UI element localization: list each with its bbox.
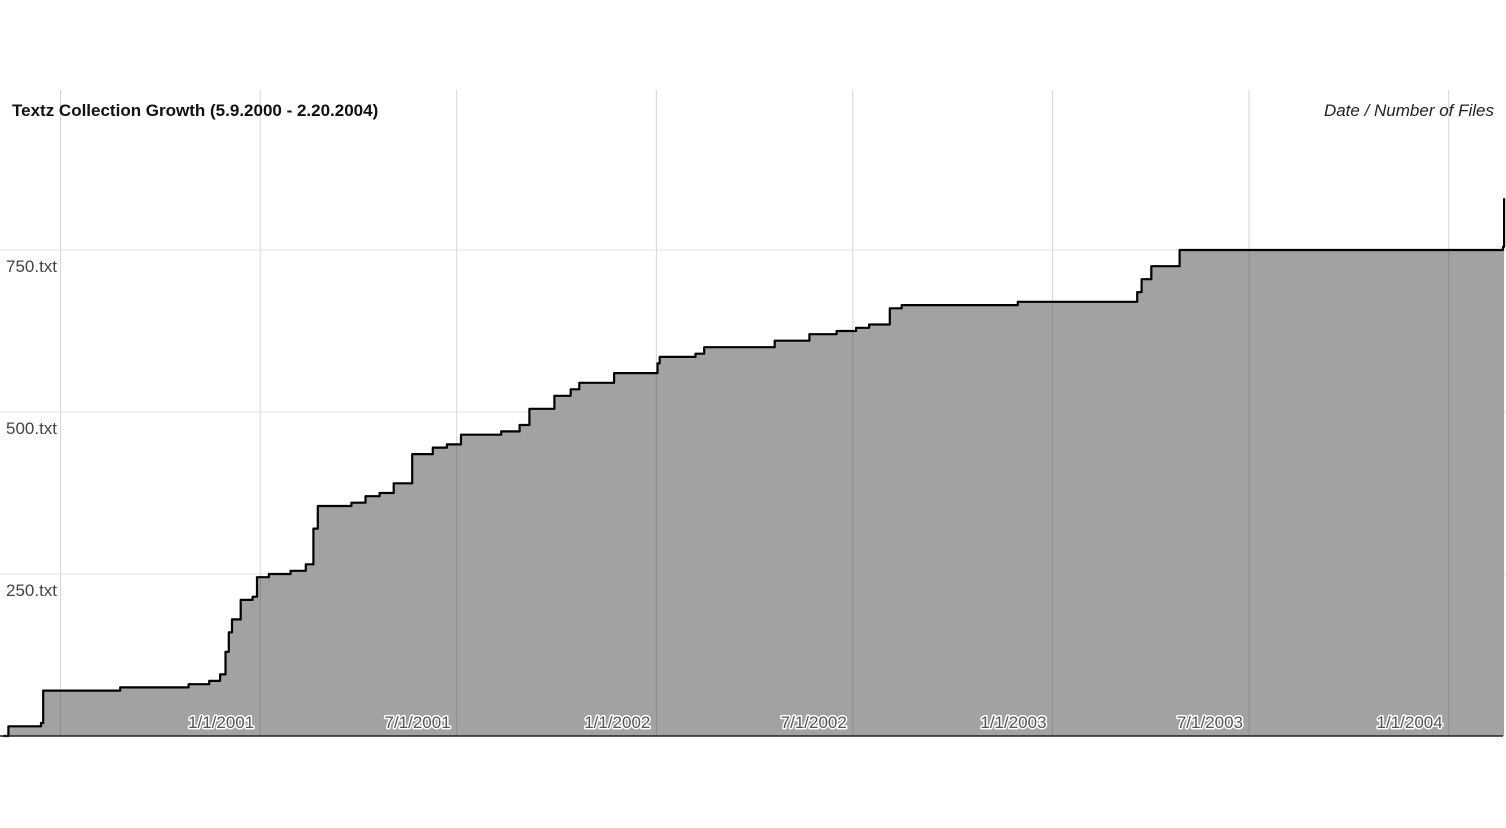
data-point-14 <box>268 573 270 575</box>
data-point-11 <box>239 599 241 601</box>
y-axis-ticks: 250.txt 500.txt 750.txt <box>6 257 57 600</box>
data-point-2 <box>40 722 42 724</box>
data-point-51 <box>1503 197 1505 199</box>
y-tick-label-750: 750.txt <box>6 257 57 276</box>
data-point-48 <box>1150 265 1152 267</box>
x-tick-label-2003-01-01: 1/1/2003 <box>980 713 1046 732</box>
axis-unit-label: Date / Number of Files <box>1324 101 1495 120</box>
data-point-15 <box>289 570 291 572</box>
data-point-25 <box>446 443 448 445</box>
data-point-8 <box>224 651 226 653</box>
x-axis-ticks: 1/1/2001 7/1/2001 1/1/2002 7/1/2002 1/1/2003… <box>187 712 1445 734</box>
data-point-38 <box>774 340 776 342</box>
data-point-18 <box>317 505 319 507</box>
data-point-23 <box>411 453 413 455</box>
data-point-35 <box>658 356 660 358</box>
data-point-45 <box>1017 301 1019 303</box>
data-point-12 <box>251 595 253 597</box>
data-point-9 <box>228 631 230 633</box>
data-point-7 <box>219 673 221 675</box>
data-point-17 <box>312 527 314 529</box>
data-point-41 <box>855 327 857 329</box>
data-point-43 <box>889 307 891 309</box>
x-tick-label-2002-07-01: 7/1/2002 <box>781 713 847 732</box>
data-point-24 <box>432 446 434 448</box>
data-point-28 <box>518 424 520 426</box>
x-tick-label-2001-01-01: 1/1/2001 <box>188 713 254 732</box>
data-point-31 <box>569 388 571 390</box>
chart-title: Textz Collection Growth (5.9.2000 - 2.20… <box>12 101 378 120</box>
data-point-32 <box>578 382 580 384</box>
x-tick-label-2003-07-01: 7/1/2003 <box>1177 713 1243 732</box>
x-tick-label-2004-01-01: 1/1/2004 <box>1377 713 1443 732</box>
data-point-10 <box>231 618 233 620</box>
y-tick-label-250: 250.txt <box>6 581 57 600</box>
data-point-49 <box>1178 249 1180 251</box>
x-tick-label-2001-07-01: 7/1/2001 <box>385 713 451 732</box>
data-point-27 <box>500 430 502 432</box>
y-tick-label-500: 500.txt <box>6 419 57 438</box>
data-point-5 <box>187 683 189 685</box>
data-point-13 <box>256 576 258 578</box>
data-point-30 <box>553 395 555 397</box>
data-point-33 <box>613 372 615 374</box>
data-point-22 <box>393 482 395 484</box>
data-point-42 <box>868 323 870 325</box>
data-point-47 <box>1140 278 1142 280</box>
data-point-29 <box>528 408 530 410</box>
data-point-46 <box>1136 291 1138 293</box>
data-point-1 <box>7 725 9 727</box>
growth-area <box>3 198 1505 736</box>
data-point-44 <box>900 304 902 306</box>
data-point-19 <box>350 502 352 504</box>
data-point-4 <box>119 686 121 688</box>
growth-line <box>3 198 1506 738</box>
data-point-37 <box>703 346 705 348</box>
data-point-39 <box>808 333 810 335</box>
x-tick-label-2002-01-01: 1/1/2002 <box>584 713 650 732</box>
data-point-34 <box>656 362 658 364</box>
data-point-3 <box>42 689 44 691</box>
data-point-16 <box>305 563 307 565</box>
data-point-40 <box>835 330 837 332</box>
data-point-21 <box>378 492 380 494</box>
data-point-50 <box>1502 246 1504 248</box>
data-point-36 <box>694 352 696 354</box>
data-point-26 <box>460 433 462 435</box>
data-point-20 <box>364 495 366 497</box>
data-point-6 <box>208 680 210 682</box>
